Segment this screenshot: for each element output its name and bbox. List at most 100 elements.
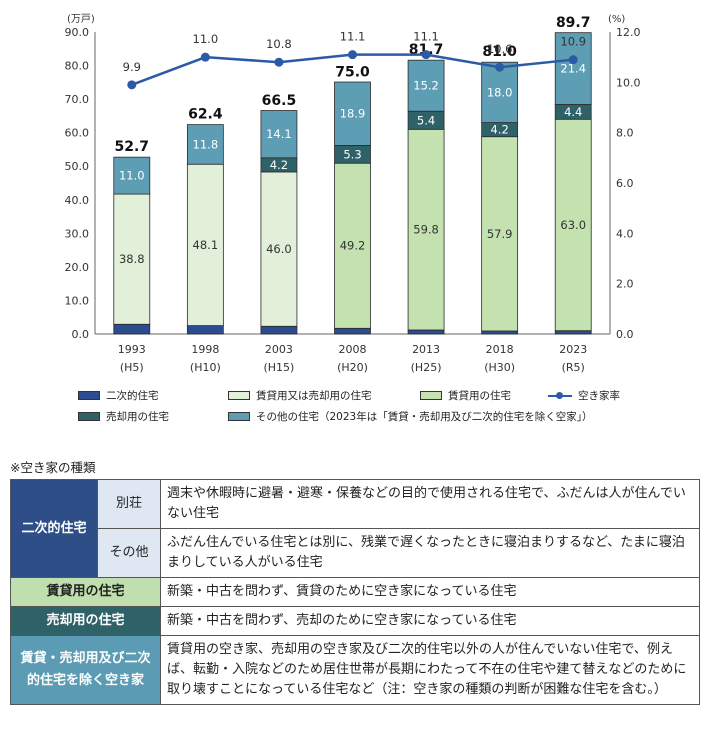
bar-segment	[407, 128, 445, 331]
bar-segment	[554, 330, 592, 335]
y-axis-unit: (万戸)	[67, 13, 95, 25]
y2-tick-label: 4.0	[616, 227, 634, 240]
table-row: その他 ふだん住んでいる住宅とは別に、残業で遅くなったときに寝泊まりするなど、た…	[11, 528, 700, 578]
total-label: 89.7	[556, 15, 591, 31]
x-tick-label: 1998	[191, 343, 219, 356]
data-label: 38.8	[119, 252, 145, 266]
y-tick-label: 40.0	[65, 194, 90, 207]
table-row: 売却用の住宅 新築・中古を問わず、売却のために空き家になっている住宅	[10, 606, 700, 636]
legend-item-rental: 賃貸用の住宅	[420, 388, 511, 403]
total-label: 52.7	[115, 139, 150, 155]
x-tick-label: 1993	[118, 343, 146, 356]
bar-segment	[481, 136, 519, 332]
vacancy-rate-label: 11.1	[340, 30, 366, 44]
x-tick-sublabel: (H15)	[263, 361, 294, 374]
vacancy-rate-label: 9.9	[123, 60, 141, 74]
legend-item-for-sale: 売却用の住宅	[78, 409, 169, 424]
data-label: 4.4	[564, 105, 582, 119]
bar-segment	[481, 330, 519, 335]
bar-segment	[113, 156, 151, 195]
for-sale-description: 新築・中古を問わず、売却のために空き家になっている住宅	[160, 606, 700, 636]
villa-description: 週末や休暇時に避暑・避寒・保養などの目的で使用される住宅で、ふだんは人が住んでい…	[160, 479, 700, 529]
vacancy-rate-label: 10.8	[266, 37, 292, 51]
y2-tick-label: 6.0	[616, 177, 634, 190]
y-tick-label: 90.0	[65, 26, 90, 39]
legend-label: 賃貸用の住宅	[448, 390, 511, 402]
y-tick-label: 50.0	[65, 160, 90, 173]
bar-segment	[481, 61, 519, 124]
data-label: 15.2	[413, 79, 439, 93]
table-row: 二次的住宅 別荘 週末や休暇時に避暑・避寒・保養などの目的で使用される住宅で、ふ…	[10, 479, 700, 578]
y2-tick-label: 0.0	[616, 328, 634, 341]
total-label: 81.0	[482, 44, 517, 60]
bar-segment	[260, 171, 298, 327]
vacancy-rate-point	[274, 57, 284, 67]
data-label: 5.4	[417, 113, 435, 127]
legend-swatch	[228, 412, 250, 421]
vacancy-rate-point	[127, 80, 137, 90]
table-row: 賃貸・売却用及び二次的住宅を除く空き家 賃貸用の空き家、売却用の空き家及び二次的…	[10, 635, 700, 705]
bar-segment	[260, 110, 298, 159]
data-label: 48.1	[193, 238, 219, 252]
data-label: 4.2	[490, 123, 508, 137]
x-tick-sublabel: (H10)	[190, 361, 221, 374]
x-tick-sublabel: (R5)	[562, 361, 585, 374]
y2-tick-label: 10.0	[616, 76, 641, 89]
y2-tick-label: 12.0	[616, 26, 641, 39]
vacancy-rate-label: 11.1	[413, 30, 439, 44]
bar-segment	[186, 325, 224, 335]
data-label: 14.1	[266, 127, 292, 141]
for-sale-housing-header: 売却用の住宅	[10, 606, 161, 636]
legend-label: 売却用の住宅	[106, 411, 169, 423]
y-tick-label: 20.0	[65, 261, 90, 274]
data-label: 59.8	[413, 223, 439, 237]
legend-item-other: その他の住宅（2023年は「賃貸・売却用及び二次的住宅を除く空家」）	[228, 409, 592, 424]
y-tick-label: 0.0	[72, 328, 90, 341]
data-label: 63.0	[560, 218, 586, 232]
vacant-house-types-table: 二次的住宅 別荘 週末や休暇時に避暑・避寒・保養などの目的で使用される住宅で、ふ…	[10, 479, 700, 705]
bar-segment	[260, 325, 298, 335]
total-label: 62.4	[188, 107, 223, 123]
x-tick-label: 2018	[486, 343, 514, 356]
x-tick-sublabel: (H20)	[337, 361, 368, 374]
vacancy-rate-point	[200, 52, 210, 62]
data-label: 18.9	[340, 107, 366, 121]
other-sub-label: その他	[97, 528, 161, 578]
total-label: 75.0	[335, 64, 370, 80]
y-tick-label: 30.0	[65, 227, 90, 240]
rental-description: 新築・中古を問わず、賃貸のために空き家になっている住宅	[160, 577, 700, 607]
legend-line-marker	[548, 391, 572, 401]
bar-segment	[334, 81, 371, 146]
data-label: 4.2	[270, 158, 288, 172]
rental-housing-header: 賃貸用の住宅	[10, 577, 161, 607]
data-label: 11.8	[193, 137, 219, 151]
bar-segment	[113, 323, 151, 335]
x-tick-label: 2008	[339, 343, 367, 356]
legend-label: 二次的住宅	[106, 390, 159, 402]
x-tick-sublabel: (H5)	[120, 361, 144, 374]
types-table-title: ※空き家の種類	[10, 460, 96, 475]
bar-segment	[554, 32, 592, 105]
data-label: 46.0	[266, 242, 292, 256]
excluded-vacant-header: 賃貸・売却用及び二次的住宅を除く空き家	[10, 635, 161, 705]
legend-swatch	[420, 391, 442, 400]
data-label: 11.0	[119, 169, 145, 183]
vacancy-rate-label: 10.6	[487, 42, 513, 56]
legend-swatch	[78, 412, 100, 421]
vacant-house-chart: 0.0 10.0 20.0 30.0 40.0 50.0 60.0 70.0 80.0 90.0 0…	[65, 13, 641, 374]
legend-label: その他の住宅（2023年は「賃貸・売却用及び二次的住宅を除く空家」）	[256, 411, 593, 423]
data-label: 57.9	[487, 227, 513, 241]
legend-item-secondary: 二次的住宅	[78, 388, 159, 403]
vacancy-rate-label: 11.0	[193, 32, 219, 46]
bar-segment	[186, 124, 224, 165]
legend-swatch	[228, 391, 250, 400]
legend-label: 賃貸用又は売却用の住宅	[256, 390, 372, 402]
bar-segment	[113, 193, 151, 325]
y-tick-label: 80.0	[65, 60, 90, 73]
x-tick-label: 2003	[265, 343, 293, 356]
vacancy-rate-label: 10.9	[560, 35, 586, 49]
other-sub-description: ふだん住んでいる住宅とは別に、残業で遅くなったときに寝泊まりするなど、たまに寝泊…	[160, 528, 700, 578]
data-label: 18.0	[487, 85, 513, 99]
bar-segment	[407, 329, 445, 335]
y-tick-label: 60.0	[65, 127, 90, 140]
